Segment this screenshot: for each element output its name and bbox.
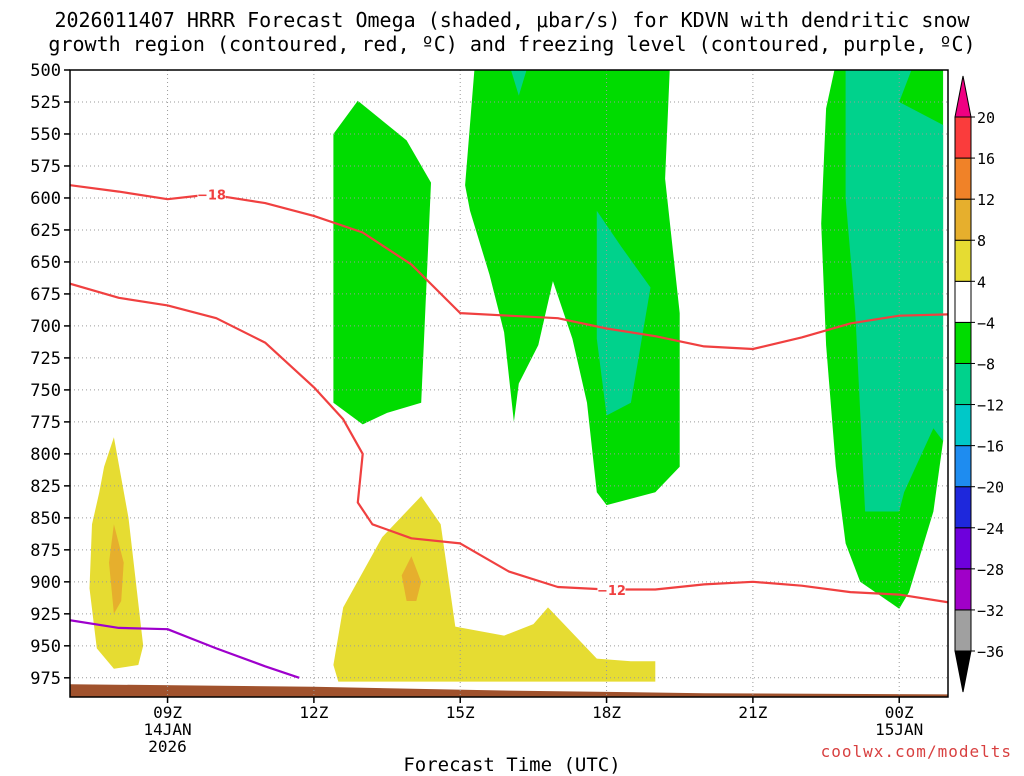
y-tick-label-600: 600: [30, 189, 61, 209]
shade-teal-column-3: [845, 70, 944, 512]
colorbar-label-4: 4: [977, 273, 986, 291]
shade-teal-patch-2a: [510, 70, 527, 96]
colorbar-label-5: −4: [977, 314, 995, 332]
y-tick-label-675: 675: [30, 285, 61, 305]
colorbar-label-3: 8: [977, 232, 986, 250]
colorbar-label-0: 20: [977, 109, 995, 127]
colorbar-label-7: −12: [977, 397, 1004, 415]
colorbar-band-13: [954, 116, 972, 159]
y-tick-label-550: 550: [30, 125, 61, 145]
y-tick-label-650: 650: [30, 253, 61, 273]
chart-title-line2: growth region (contoured, red, ºC) and f…: [48, 32, 976, 56]
y-tick-label-925: 925: [30, 605, 61, 625]
chart-title-line1: 2026011407 HRRR Forecast Omega (shaded, …: [54, 8, 970, 32]
colorbar-band-8: [954, 321, 972, 364]
y-tick-label-975: 975: [30, 669, 61, 689]
x-tick-label-09Z: 09Z: [153, 703, 182, 722]
x-tick-label-18Z: 18Z: [592, 703, 621, 722]
shade-orange-dot-left: [109, 524, 124, 614]
contour-label-bg-red-minus-12: [597, 582, 626, 597]
colorbar-label-12: −32: [977, 602, 1004, 620]
x-tick-label-21Z: 21Z: [738, 703, 767, 722]
y-tick-label-950: 950: [30, 637, 61, 657]
colorbar-band-7: [954, 362, 972, 406]
colorbar-label-11: −28: [977, 561, 1004, 579]
colorbar-label-10: −24: [977, 520, 1004, 538]
shade-ground: [70, 684, 948, 697]
plot-frame: [69, 69, 949, 698]
y-tick-label-775: 775: [30, 413, 61, 433]
colorbar-band-4: [954, 486, 972, 529]
colorbar-label-2: 12: [977, 191, 995, 209]
colorbar-band-2: [954, 568, 972, 611]
colorbar-band-3: [954, 527, 972, 570]
y-tick-label-575: 575: [30, 157, 61, 177]
x-tick-label-15Z: 15Z: [446, 703, 475, 722]
colorbar-band-9: [954, 280, 972, 323]
shade-green-column-1: [333, 100, 431, 425]
colorbar-band-12: [954, 157, 972, 200]
y-tick-label-825: 825: [30, 477, 61, 497]
y-tick-label-525: 525: [30, 93, 61, 113]
colorbar-bottom-arrow: [954, 650, 972, 693]
colorbar-band-6: [954, 404, 972, 447]
colorbar-label-9: −20: [977, 479, 1004, 497]
contour-label-red-minus-12: −12: [597, 584, 626, 599]
y-tick-label-800: 800: [30, 445, 61, 465]
contour-label-red-minus-18: −18: [197, 188, 226, 203]
contour-red-minus-12: [70, 282, 948, 604]
shade-yellow-blob-bottom: [333, 496, 656, 682]
x-tick-label-00Z: 00Z: [885, 703, 914, 722]
y-tick-label-500: 500: [30, 61, 61, 81]
y-tick-label-850: 850: [30, 509, 61, 529]
colorbar-label-13: −36: [977, 643, 1004, 661]
y-tick-label-625: 625: [30, 221, 61, 241]
y-tick-label-725: 725: [30, 349, 61, 369]
colorbar-band-10: [954, 239, 972, 282]
y-tick-label-750: 750: [30, 381, 61, 401]
colorbar-label-1: 16: [977, 150, 995, 168]
colorbar-label-8: −16: [977, 438, 1004, 456]
x-tick-date-00Z: 15JAN: [875, 720, 923, 739]
contour-purple-freezing: [70, 619, 300, 679]
x-tick-date-09Z: 14JAN: [143, 720, 191, 739]
colorbar-band-11: [954, 198, 972, 241]
x-tick-label-12Z: 12Z: [299, 703, 328, 722]
colorbar-band-1: [954, 609, 972, 652]
shade-orange-dot-bottom: [401, 556, 422, 601]
colorbar-top-arrow: [954, 75, 972, 118]
x-tick-year-09Z: 2026: [148, 737, 187, 756]
contour-label-bg-red-minus-18: [197, 187, 226, 202]
y-tick-label-700: 700: [30, 317, 61, 337]
y-tick-label-900: 900: [30, 573, 61, 593]
watermark: coolwx.com/modelts: [820, 742, 1012, 761]
colorbar-band-5: [954, 445, 972, 488]
y-tick-label-875: 875: [30, 541, 61, 561]
colorbar-label-6: −8: [977, 355, 995, 373]
